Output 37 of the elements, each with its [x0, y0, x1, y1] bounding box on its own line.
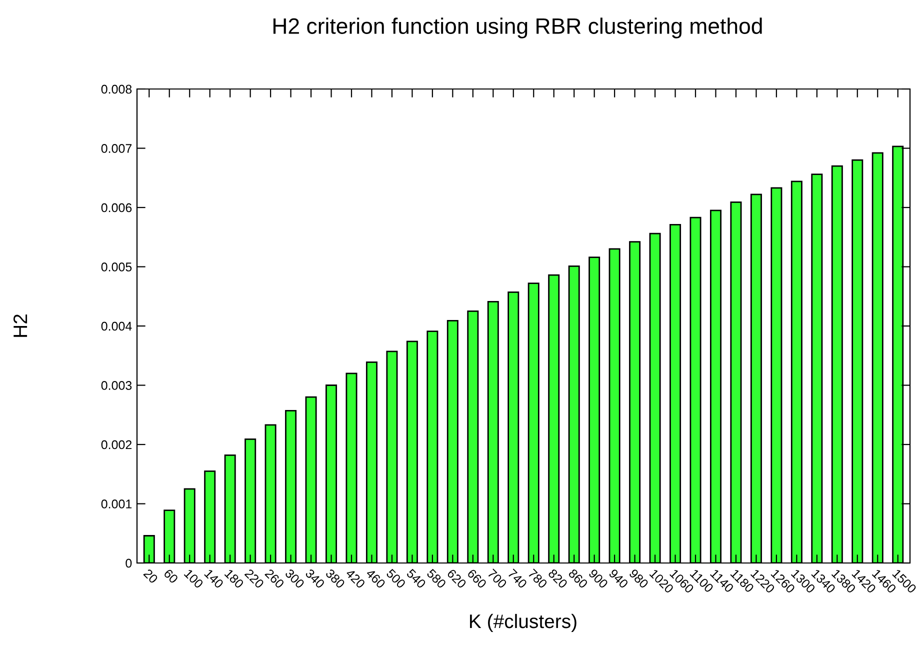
x-tick-label: 620: [446, 568, 467, 589]
y-tick-label: 0.007: [101, 144, 132, 153]
y-tick-label: 0.001: [101, 500, 132, 508]
x-tick-label: 60: [163, 568, 179, 584]
y-tick-label: 0.004: [101, 322, 132, 331]
x-tick-label: 940: [608, 568, 629, 589]
x-tick-label: 780: [528, 568, 548, 589]
x-tick-label: 140: [204, 568, 224, 589]
x-tick-label: 660: [466, 568, 488, 589]
x-tick-label: 20: [143, 568, 158, 584]
y-tick-label: 0.003: [101, 381, 132, 390]
x-tick-label: 540: [406, 568, 426, 589]
y-tick-label: 0.008: [101, 84, 132, 94]
x-tick-label: 900: [588, 568, 608, 589]
x-tick-label: 980: [628, 568, 649, 589]
x-tick-label: 700: [487, 568, 508, 589]
x-tick-label: 580: [426, 568, 447, 589]
x-tick-label: 860: [568, 568, 588, 589]
y-tick-label: 0.005: [101, 262, 132, 272]
y-tick-label: 0.002: [101, 440, 132, 450]
x-tick-label: 500: [386, 568, 406, 589]
x-tick-label: 180: [224, 568, 244, 589]
x-tick-label: 420: [345, 568, 366, 589]
x-tick-label: 300: [284, 568, 305, 589]
chart-title: H2 criterion function using RBR clustering method: [273, 18, 762, 38]
y-tick-label: 0: [126, 558, 132, 568]
x-tick-label: 220: [244, 568, 264, 589]
y-tick-label: 0.006: [101, 203, 132, 212]
y-axis-title: H2: [13, 314, 28, 337]
x-tick-label: 460: [365, 568, 386, 589]
x-tick-label: 100: [184, 568, 204, 589]
x-axis-title: K (#clusters): [470, 614, 576, 632]
x-tick-label: 380: [325, 568, 346, 589]
x-tick-label: 820: [548, 568, 568, 589]
x-tick-label: 260: [264, 568, 285, 589]
x-tick-label: 740: [507, 568, 528, 589]
x-tick-label: 340: [304, 568, 326, 589]
